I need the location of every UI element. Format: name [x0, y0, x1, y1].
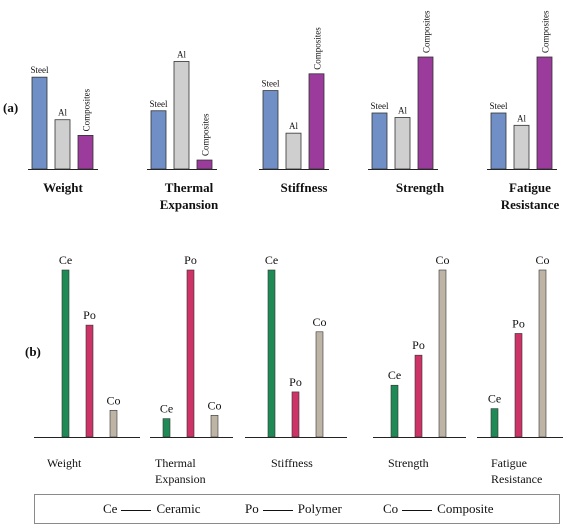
- bar-label: Steel: [150, 99, 168, 109]
- legend-dash: [121, 509, 152, 511]
- bar-ce: [490, 408, 499, 438]
- legend-dash: [262, 509, 293, 511]
- bar-label: Composites: [201, 113, 211, 156]
- legend-abbr: Ce: [103, 501, 118, 516]
- group-title: Fatigue: [491, 456, 527, 470]
- bar-co: [109, 409, 118, 438]
- bar-co: [210, 414, 219, 438]
- bar-po: [514, 333, 523, 438]
- bar-label: Co: [106, 393, 120, 407]
- bar-label: Composites: [422, 10, 432, 53]
- bar-al: [285, 132, 302, 170]
- bar-label: Steel: [371, 101, 389, 111]
- group-title: Thermal: [155, 456, 196, 470]
- bar-label: Co: [312, 315, 326, 329]
- bar-label: Po: [289, 375, 302, 389]
- bar-label: Ce: [488, 392, 501, 406]
- legend-item-ceramic: Ce Ceramic: [103, 501, 201, 517]
- bar-label: Composites: [541, 10, 551, 53]
- bar-label: Steel: [262, 79, 280, 89]
- bar-label: Po: [412, 338, 425, 352]
- group-title: Resistance: [491, 472, 542, 486]
- bar-ce: [162, 418, 171, 438]
- bar-al: [173, 61, 190, 170]
- bar-label: Ce: [388, 368, 401, 382]
- bar-po: [85, 324, 94, 438]
- bar-label: Co: [207, 398, 221, 412]
- bar-label: Ce: [59, 253, 72, 267]
- group-title: Expansion: [160, 197, 219, 212]
- bar-po: [186, 269, 195, 438]
- group-title: Stiffness: [271, 456, 313, 470]
- bar-ce: [61, 269, 70, 438]
- bar-label: Al: [517, 113, 526, 123]
- bar-label: Composites: [82, 88, 92, 131]
- legend-abbr: Co: [383, 501, 399, 516]
- bar-al: [54, 119, 71, 170]
- legend-item-polymer: Po Polymer: [245, 501, 342, 517]
- group-title: Fatigue: [509, 180, 551, 195]
- bar-steel: [150, 110, 167, 170]
- legend-dash: [402, 509, 433, 511]
- group-title: Weight: [43, 180, 83, 195]
- bar-label: Composites: [313, 27, 323, 70]
- bar-label: Ce: [160, 402, 173, 416]
- group-title: Stiffness: [281, 180, 328, 195]
- bar-composites: [196, 159, 213, 170]
- bar-label: Al: [58, 108, 67, 118]
- bar-co: [315, 331, 324, 438]
- bar-label: Po: [184, 253, 197, 267]
- group-title: Strength: [388, 456, 429, 470]
- legend: Ce Ceramic Po Polymer Co Composite: [34, 494, 560, 524]
- bar-label: Po: [512, 316, 525, 330]
- panel-label-b: (b): [25, 344, 41, 359]
- group-title: Strength: [396, 180, 445, 195]
- bar-composites: [536, 56, 553, 170]
- legend-abbr: Po: [245, 501, 259, 516]
- bar-label: Steel: [490, 101, 508, 111]
- bar-al: [513, 124, 530, 170]
- bar-label: Steel: [31, 65, 49, 75]
- bar-po: [414, 354, 423, 438]
- bar-co: [438, 269, 447, 438]
- bar-label: Al: [398, 105, 407, 115]
- bar-al: [394, 117, 411, 170]
- bar-co: [538, 269, 547, 438]
- bar-po: [291, 391, 300, 438]
- group-title: Expansion: [155, 472, 206, 486]
- bar-label: Ce: [265, 253, 278, 267]
- bar-ce: [267, 269, 276, 438]
- bar-composites: [308, 73, 325, 170]
- legend-name: Polymer: [297, 501, 342, 516]
- bar-composites: [417, 56, 434, 170]
- bar-ce: [390, 384, 399, 438]
- group-title: Thermal: [165, 180, 214, 195]
- panel-label-a: (a): [3, 100, 18, 115]
- bar-label: Co: [535, 253, 549, 267]
- bar-steel: [262, 90, 279, 170]
- bar-steel: [371, 112, 388, 170]
- bar-steel: [490, 112, 507, 170]
- bar-label: Po: [83, 308, 96, 322]
- bar-composites: [77, 134, 94, 170]
- bar-label: Al: [289, 121, 298, 131]
- bar-steel: [31, 76, 48, 170]
- legend-item-composite: Co Composite: [383, 501, 494, 517]
- group-title: Weight: [47, 456, 82, 470]
- group-title: Resistance: [501, 197, 560, 212]
- bar-label: Co: [435, 253, 449, 267]
- legend-name: Composite: [437, 501, 494, 516]
- bar-label: Al: [177, 49, 186, 59]
- legend-name: Ceramic: [156, 501, 201, 516]
